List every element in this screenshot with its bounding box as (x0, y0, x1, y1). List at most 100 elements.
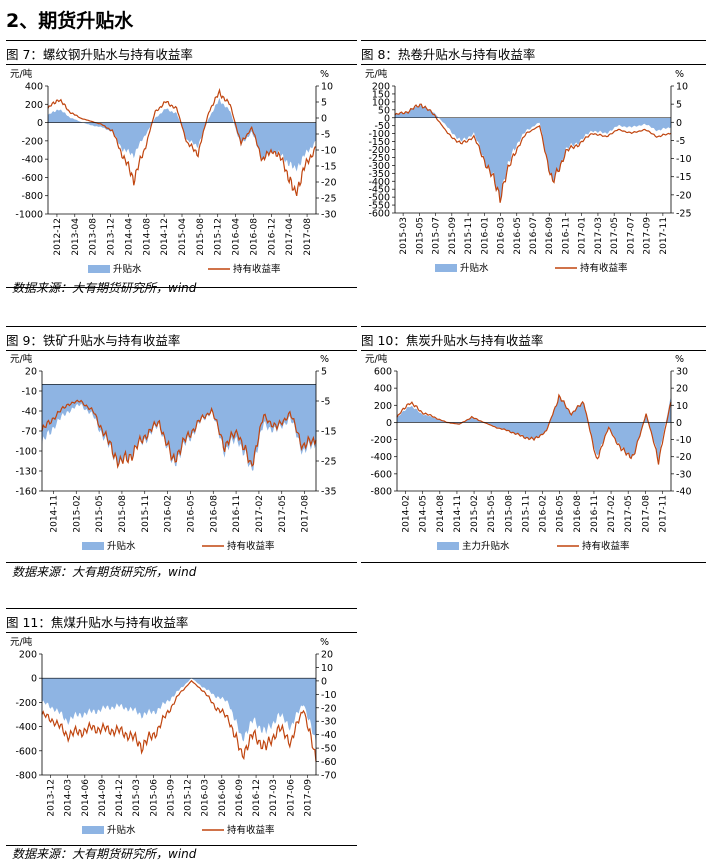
left-tick-label: 200 (374, 401, 392, 412)
x-tick-label: 2014-12 (115, 779, 125, 817)
x-tick-label: 2015-02 (72, 495, 82, 533)
right-tick-label: 0 (676, 118, 682, 129)
legend-line-label: 持有收益率 (582, 540, 630, 552)
x-tick-label: 2014-08 (142, 218, 152, 256)
left-unit-label: 元/吨 (10, 636, 33, 648)
x-tick-label: 2015-02 (470, 495, 480, 533)
x-tick-label: 2015-07 (432, 217, 442, 255)
left-tick-label: -100 (368, 129, 390, 140)
right-tick-label: 10 (321, 82, 333, 93)
left-unit-label: 元/吨 (365, 353, 388, 365)
section-title: 2、期货升贴水 (6, 10, 134, 32)
x-tick-label: 2012-12 (53, 218, 63, 256)
left-tick-label: -200 (368, 145, 390, 156)
left-tick-label: -250 (368, 153, 390, 164)
left-tick-label: 400 (374, 384, 392, 395)
legend-area-label: 升贴水 (107, 824, 136, 836)
left-tick-label: -600 (368, 209, 390, 220)
x-tick-label: 2017-05 (610, 217, 620, 255)
x-tick-label: 2014-03 (64, 779, 74, 817)
left-tick-label: 200 (25, 100, 43, 111)
right-tick-label: -25 (321, 457, 337, 468)
left-tick-label: -400 (21, 155, 43, 166)
x-tick-label: 2016-08 (573, 495, 583, 533)
legend-line-label: 持有收益率 (227, 540, 275, 552)
x-tick-label: 2017-02 (607, 495, 617, 533)
figure-title: 图 9：铁矿升贴水与持有收益率 (6, 333, 181, 348)
left-tick-label: -600 (15, 746, 37, 757)
x-tick-label: 2017-08 (301, 495, 311, 533)
x-tick-label: 2016-08 (249, 218, 259, 256)
x-tick-label: 2016-02 (164, 495, 174, 533)
x-tick-label: 2016-09 (235, 779, 245, 817)
left-tick-label: -400 (368, 177, 390, 188)
x-tick-label: 2015-06 (149, 779, 159, 817)
line-series-path (47, 87, 317, 197)
fig7-chart: 元/吨 % 400 200 0 -200 -400 -600 -800 -1000 10 5 0 -5 -1… (10, 68, 337, 275)
x-tick-label: 2017-08 (641, 495, 651, 533)
left-tick-label: -450 (368, 185, 390, 196)
left-tick-label: 20 (25, 367, 37, 378)
x-tick-label: 2014-08 (436, 495, 446, 533)
legend-line-label: 持有收益率 (580, 262, 628, 274)
x-tick-label: 2017-09 (643, 217, 653, 255)
x-tick-label: 2017-06 (286, 779, 296, 817)
figure-title: 图 11：焦煤升贴水与持有收益率 (6, 615, 189, 630)
bottom-rule (361, 562, 706, 563)
right-tick-label: -5 (321, 130, 330, 141)
source-note: 数据来源：大有期货研究所，wind (12, 847, 197, 861)
right-tick-label: 10 (676, 82, 688, 93)
legend-area-swatch (82, 826, 104, 834)
x-tick-label: 2017-11 (658, 495, 668, 533)
bottom-rule (6, 287, 357, 288)
area-series-fill (42, 384, 316, 471)
left-tick-label: -40 (21, 407, 37, 418)
x-tick-label: 2015-09 (166, 779, 176, 817)
right-unit-label: % (320, 637, 329, 648)
bottom-rule (6, 562, 357, 563)
x-tick-label: 2017-03 (594, 217, 604, 255)
left-tick-label: 200 (372, 82, 390, 93)
x-tick-label: 2017-05 (624, 495, 634, 533)
x-tick-label: 2015-12 (184, 779, 194, 817)
x-tick-label: 2016-02 (539, 495, 549, 533)
figure-9-panel: 图 9：铁矿升贴水与持有收益率 元/吨% 20 -10 -40 -70 -100 -130 -… (6, 326, 357, 581)
left-tick-label: -150 (368, 137, 390, 148)
right-tick-label: -25 (321, 194, 337, 205)
fig9-chart: 元/吨 % 20 -10 -40 -70 -100 -130 -160 5 -5 -15 -25 -35 2… (10, 353, 337, 552)
right-tick-label: -10 (676, 154, 692, 165)
left-tick-label: -550 (368, 201, 390, 212)
left-tick-label: -350 (368, 169, 390, 180)
right-tick-label: -5 (676, 136, 685, 147)
figure-title: 图 10：焦炭升贴水与持有收益率 (361, 333, 544, 348)
right-tick-label: -30 (321, 717, 337, 728)
x-tick-label: 2015-11 (464, 217, 474, 255)
title-rule (6, 350, 357, 351)
right-tick-label: 5 (321, 367, 327, 378)
right-tick-label: -50 (321, 744, 337, 755)
left-tick-label: -70 (21, 427, 37, 438)
right-tick-label: -20 (676, 190, 692, 201)
x-tick-label: 2015-08 (196, 218, 206, 256)
left-tick-label: -400 (15, 722, 37, 733)
left-tick-label: -200 (15, 698, 37, 709)
right-tick-label: -25 (676, 209, 692, 220)
left-tick-label: 100 (372, 97, 390, 108)
right-tick-label: -30 (321, 210, 337, 221)
figure-title: 图 7：螺纹钢升贴水与持有收益率 (6, 47, 193, 62)
left-tick-label: -600 (370, 469, 392, 480)
x-tick-label: 2016-01 (480, 217, 490, 255)
left-tick-label: -100 (15, 447, 37, 458)
x-tick-label: 2016-11 (232, 495, 242, 533)
right-tick-label: -10 (321, 690, 337, 701)
right-tick-label: 10 (321, 663, 333, 674)
left-tick-label: 400 (25, 82, 43, 93)
figure-7-panel: 图 7：螺纹钢升贴水与持有收益率 元/吨% 400 200 0 -200 -400 -600… (6, 40, 357, 298)
x-tick-label: 2014-04 (124, 218, 134, 256)
x-tick-label: 2016-12 (267, 218, 277, 256)
right-tick-label: -40 (321, 730, 337, 741)
right-tick-label: 0 (321, 114, 327, 125)
top-rule (361, 326, 706, 327)
x-tick-label: 2016-03 (497, 217, 507, 255)
x-tick-label: 2014-11 (453, 495, 463, 533)
